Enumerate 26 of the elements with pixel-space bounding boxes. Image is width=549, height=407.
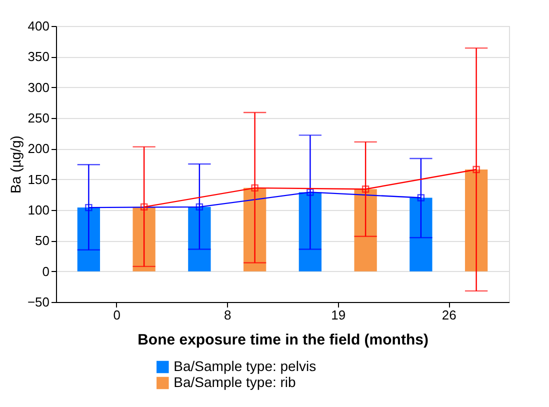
y-tick-label: 200: [28, 141, 50, 156]
bar: [243, 188, 266, 272]
bar: [354, 189, 377, 272]
x-axis-title: Bone exposure time in the field (months): [138, 332, 428, 348]
bar: [410, 198, 432, 272]
bar: [188, 206, 211, 272]
y-tick-label: 0: [42, 264, 50, 279]
x-tick-label: 26: [442, 308, 456, 322]
y-tick-label: 50: [35, 233, 50, 248]
bar: [132, 206, 156, 272]
y-axis-title: Ba (µg/g): [7, 136, 24, 194]
x-tick-label: 8: [224, 308, 232, 322]
y-tick-label: 250: [28, 110, 50, 126]
y-tick-label: 300: [28, 80, 50, 95]
bar: [298, 192, 322, 272]
bar: [77, 208, 100, 272]
y-tick-label: 100: [28, 202, 50, 218]
legend-label: Ba/Sample type: pelvis: [174, 358, 316, 374]
y-tick-label: 400: [28, 18, 50, 34]
x-tick-label: 19: [331, 308, 346, 322]
y-tick-label: 350: [28, 49, 50, 64]
legend-label: Ba/Sample type: rib: [174, 374, 296, 390]
bar: [464, 170, 488, 272]
y-tick-label: −50: [27, 294, 50, 310]
x-tick-label: 0: [113, 308, 120, 322]
y-tick-label: 150: [28, 172, 50, 187]
